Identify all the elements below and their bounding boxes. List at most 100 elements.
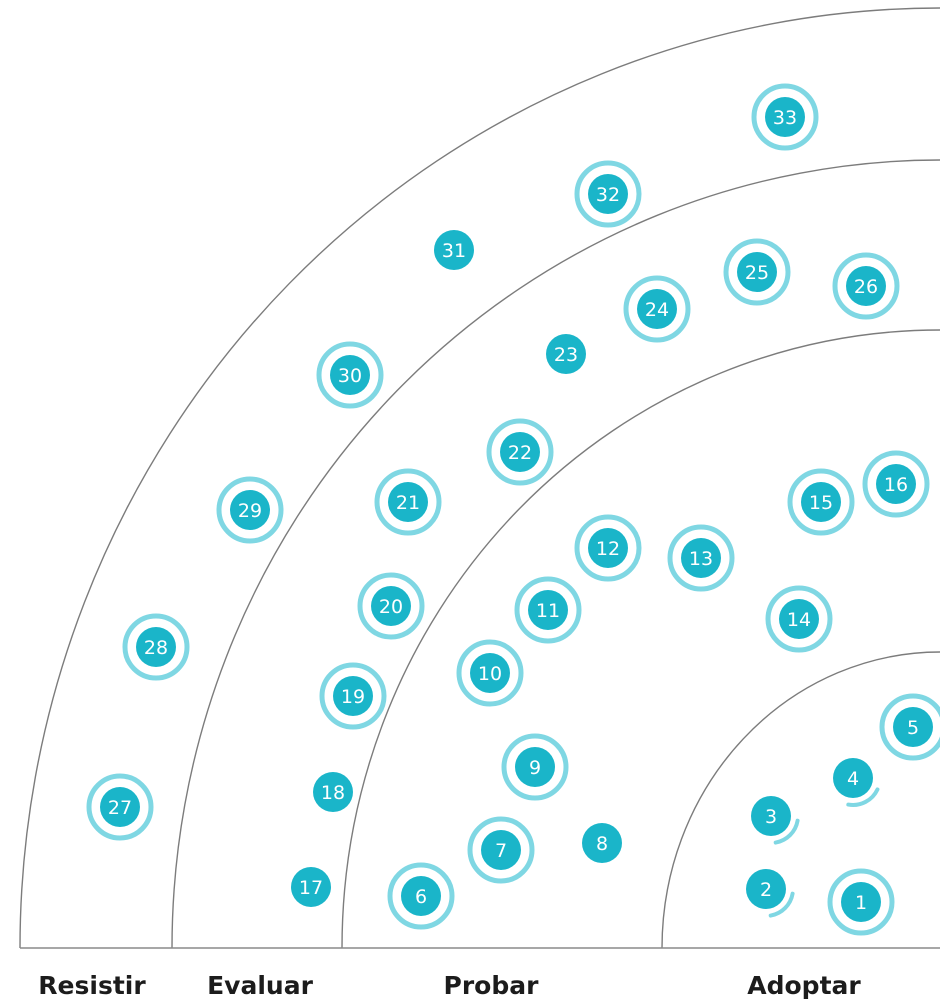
blip-21[interactable]: 21 bbox=[374, 468, 442, 536]
blip-dot bbox=[371, 586, 411, 626]
blip-19[interactable]: 19 bbox=[319, 662, 387, 730]
blip-25[interactable]: 25 bbox=[723, 238, 791, 306]
blip-number: 7 bbox=[495, 840, 507, 862]
blip-dot bbox=[528, 590, 568, 630]
blip-halo-ring bbox=[374, 468, 442, 536]
blip-number: 15 bbox=[809, 492, 833, 514]
blip-13[interactable]: 13 bbox=[667, 524, 735, 592]
blip-number: 29 bbox=[238, 500, 262, 522]
blip-9[interactable]: 9 bbox=[501, 733, 569, 801]
blip-halo-ring bbox=[862, 450, 930, 518]
blip-dot bbox=[434, 230, 474, 270]
blip-dot bbox=[801, 482, 841, 522]
blip-8[interactable]: 8 bbox=[582, 823, 622, 863]
blip-number: 22 bbox=[508, 442, 532, 464]
blip-halo-ring bbox=[723, 238, 791, 306]
blip-number: 13 bbox=[689, 548, 713, 570]
blip-dot bbox=[470, 653, 510, 693]
blip-number: 20 bbox=[379, 596, 403, 618]
blip-number: 8 bbox=[596, 833, 608, 855]
blip-31[interactable]: 31 bbox=[434, 230, 474, 270]
blip-dot bbox=[841, 882, 881, 922]
blip-number: 33 bbox=[773, 107, 797, 129]
blip-dot bbox=[546, 334, 586, 374]
blip-27[interactable]: 27 bbox=[86, 773, 154, 841]
blip-dot bbox=[136, 627, 176, 667]
ring-labels: Resistir Evaluar Probar Adoptar bbox=[38, 971, 861, 1000]
blip-18[interactable]: 18 bbox=[313, 772, 353, 812]
blip-number: 14 bbox=[787, 609, 811, 631]
blip-11[interactable]: 11 bbox=[514, 576, 582, 644]
blip-30[interactable]: 30 bbox=[316, 341, 384, 409]
blip-dot bbox=[330, 355, 370, 395]
blip-1[interactable]: 1 bbox=[827, 868, 895, 936]
ring-boundary-probar-adoptar bbox=[661, 651, 940, 949]
blip-28[interactable]: 28 bbox=[122, 613, 190, 681]
blip-32[interactable]: 32 bbox=[574, 160, 642, 228]
blip-halo-ring bbox=[387, 862, 455, 930]
blip-dot bbox=[876, 464, 916, 504]
blip-dot bbox=[833, 758, 873, 798]
blip-dot bbox=[100, 787, 140, 827]
blip-dot bbox=[313, 772, 353, 812]
ring-boundary-resistir-evaluar bbox=[171, 159, 940, 949]
blip-number: 3 bbox=[765, 806, 777, 828]
blip-3[interactable]: 3 bbox=[751, 796, 800, 845]
blip-number: 26 bbox=[854, 276, 878, 298]
blip-dot bbox=[388, 482, 428, 522]
blip-halo-ring bbox=[319, 662, 387, 730]
blip-6[interactable]: 6 bbox=[387, 862, 455, 930]
blip-number: 4 bbox=[847, 768, 859, 790]
blip-26[interactable]: 26 bbox=[832, 252, 900, 320]
blip-number: 9 bbox=[529, 757, 541, 779]
blip-number: 19 bbox=[341, 686, 365, 708]
blip-15[interactable]: 15 bbox=[787, 468, 855, 536]
blip-33[interactable]: 33 bbox=[751, 83, 819, 151]
blip-2[interactable]: 2 bbox=[746, 869, 795, 918]
blip-17[interactable]: 17 bbox=[291, 867, 331, 907]
blip-number: 31 bbox=[442, 240, 466, 262]
blip-4[interactable]: 4 bbox=[833, 758, 880, 807]
ring-arcs bbox=[19, 7, 940, 949]
blip-24[interactable]: 24 bbox=[623, 275, 691, 343]
blip-5[interactable]: 5 bbox=[879, 693, 940, 761]
blip-16[interactable]: 16 bbox=[862, 450, 930, 518]
blip-dot bbox=[846, 266, 886, 306]
blip-22[interactable]: 22 bbox=[486, 418, 554, 486]
blip-dot bbox=[588, 174, 628, 214]
blip-dot bbox=[637, 289, 677, 329]
blip-number: 18 bbox=[321, 782, 345, 804]
blip-halo-ring bbox=[501, 733, 569, 801]
blip-12[interactable]: 12 bbox=[574, 514, 642, 582]
blip-halo-ring bbox=[765, 585, 833, 653]
blip-halo-ring bbox=[751, 83, 819, 151]
blip-dot bbox=[401, 876, 441, 916]
blip-23[interactable]: 23 bbox=[546, 334, 586, 374]
blip-29[interactable]: 29 bbox=[216, 476, 284, 544]
blip-20[interactable]: 20 bbox=[357, 572, 425, 640]
blip-number: 21 bbox=[396, 492, 420, 514]
blip-halo-ring bbox=[574, 514, 642, 582]
blip-halo-ring bbox=[467, 816, 535, 884]
blip-halo-ring bbox=[667, 524, 735, 592]
blip-10[interactable]: 10 bbox=[456, 639, 524, 707]
blip-dot bbox=[582, 823, 622, 863]
blip-number: 6 bbox=[415, 886, 427, 908]
blip-dot bbox=[515, 747, 555, 787]
blip-halo-ring bbox=[486, 418, 554, 486]
blip-number: 5 bbox=[907, 717, 919, 739]
blip-number: 32 bbox=[596, 184, 620, 206]
blip-halo-ring bbox=[122, 613, 190, 681]
blip-14[interactable]: 14 bbox=[765, 585, 833, 653]
blip-halo-ring bbox=[456, 639, 524, 707]
ring-boundary-outer bbox=[19, 7, 940, 949]
blip-dot bbox=[588, 528, 628, 568]
blip-dot bbox=[291, 867, 331, 907]
blip-7[interactable]: 7 bbox=[467, 816, 535, 884]
blip-halo-ring bbox=[832, 252, 900, 320]
blip-partial-arc bbox=[846, 787, 880, 807]
blip-halo-ring bbox=[787, 468, 855, 536]
blip-number: 10 bbox=[478, 663, 502, 685]
ring-label-evaluar: Evaluar bbox=[207, 971, 313, 1000]
